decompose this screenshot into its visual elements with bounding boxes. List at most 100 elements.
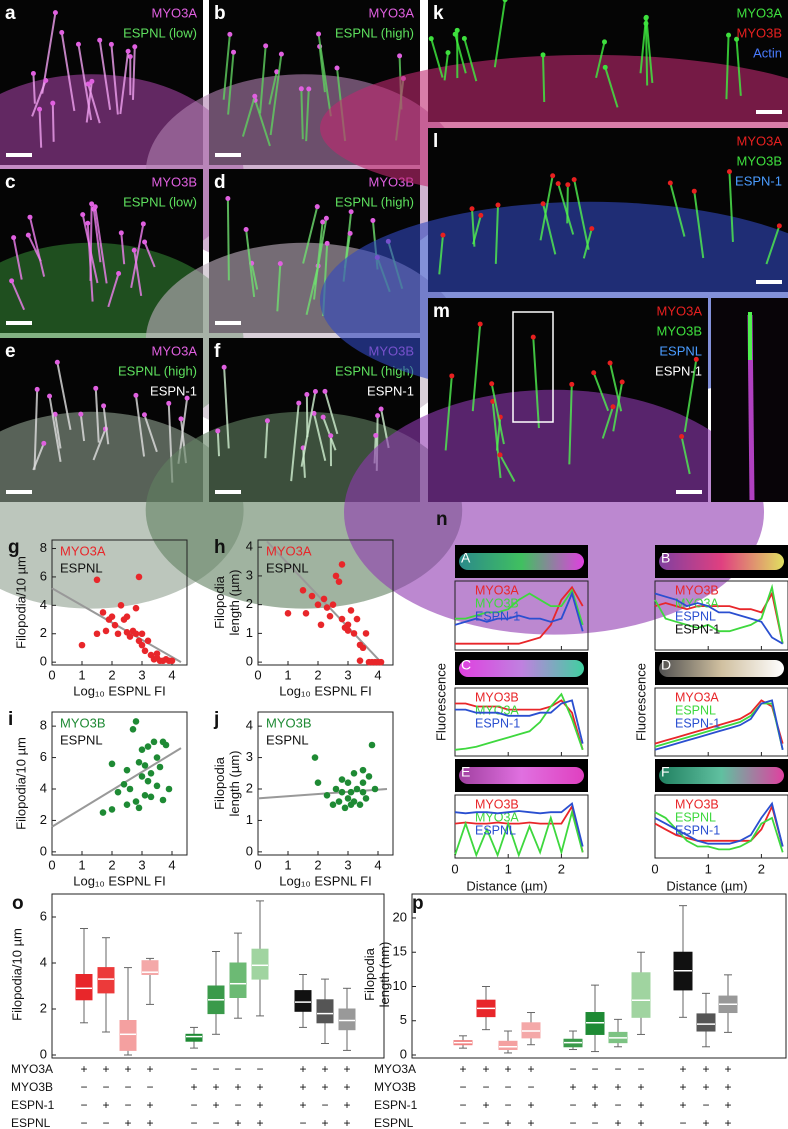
point [138,773,146,780]
legend-label: ESPNL [266,560,309,575]
tip [440,232,446,238]
point [138,630,146,638]
y-tick-label: 0 [246,654,253,669]
panel-letter: k [433,3,444,24]
cell: − [614,1098,621,1112]
y-tick-label: 1 [246,625,253,640]
row-label: ESPN-1 [374,1098,418,1112]
filopodium [131,46,136,100]
tip [452,31,458,37]
tip [540,201,546,207]
point [356,801,364,809]
cell: + [724,1116,731,1129]
filopodium [318,46,326,93]
y-tick-label: 20 [393,909,407,924]
filopodium [491,401,502,479]
tip [52,411,58,417]
cell: − [102,1080,109,1094]
plot-frame [411,893,787,1059]
channel-label: MYO3B [151,174,197,189]
cell: + [702,1062,709,1076]
x-axis-label: Log₁₀ ESPNL FI [73,873,165,888]
box [696,1013,716,1032]
filopodium [305,394,309,438]
legend-label: ESPNL [60,732,103,747]
y-axis-label: Filopodia [212,756,227,810]
legend-label: MYO3A [475,810,519,824]
point [108,613,116,621]
tip [221,364,227,370]
filopodium [542,203,557,255]
filopodium [557,183,575,235]
channel-label: MYO3A [368,5,414,20]
filopodium [471,323,482,412]
x-tick-label: 1 [284,667,291,682]
cell: − [591,1116,598,1129]
cell: + [702,1116,709,1129]
legend-label: MYO3B [675,583,719,597]
point [335,798,343,805]
filopodium [322,416,337,451]
y-tick-label: 2 [40,625,47,640]
filopodium [302,206,319,264]
filopodium [645,17,654,84]
tip [428,36,434,42]
point [344,779,352,787]
filopodium [119,51,130,115]
plot-frame [51,711,188,856]
filopodium [245,229,256,298]
point [329,801,337,809]
filopodium [300,88,304,140]
cell: + [256,1098,263,1112]
tip [178,416,184,422]
legend-label: ESPN-1 [675,823,720,837]
profile-line [455,699,584,751]
filopodium [10,280,26,311]
cell: − [569,1116,576,1129]
tip [378,406,384,412]
scale-bar [215,490,241,494]
point [93,630,101,638]
profile-line [654,699,784,751]
y-axis-label: length (µm) [227,569,242,635]
cell: − [679,1116,686,1129]
cell: + [527,1116,534,1129]
cell: + [124,1062,131,1076]
cell: + [504,1116,511,1129]
channel-label: ESPNL (high) [335,194,414,209]
tip [304,391,310,397]
cell: + [459,1062,466,1076]
fit-line [51,747,182,828]
point [362,630,370,637]
cell: − [504,1080,511,1094]
legend-label: ESPNL [475,823,516,837]
point [350,630,358,637]
tip [550,173,556,179]
cell: − [212,1062,219,1076]
cell: + [212,1080,219,1094]
tip [490,398,496,404]
filopodium [644,23,649,86]
tip [52,10,58,16]
filopodium [56,362,72,430]
point [144,637,152,645]
filopodium [683,359,698,433]
point [102,627,110,635]
channel-label: ESPNL (high) [335,25,414,40]
tip [445,50,451,56]
point [347,788,355,796]
filopodium [51,103,55,142]
cell: + [527,1098,534,1112]
filopodium [592,372,610,412]
x-tick-label: 0 [254,667,261,682]
cell: + [190,1080,197,1094]
filopodium [89,203,93,281]
tip [375,413,381,419]
cell: + [614,1080,621,1094]
cell: − [482,1116,489,1129]
panel-letter: l [433,131,438,152]
point [159,796,167,804]
panel-letter: b [214,3,226,24]
channel-label: ESPN-1 [735,173,782,188]
y-tick-label: 0 [40,1046,47,1061]
